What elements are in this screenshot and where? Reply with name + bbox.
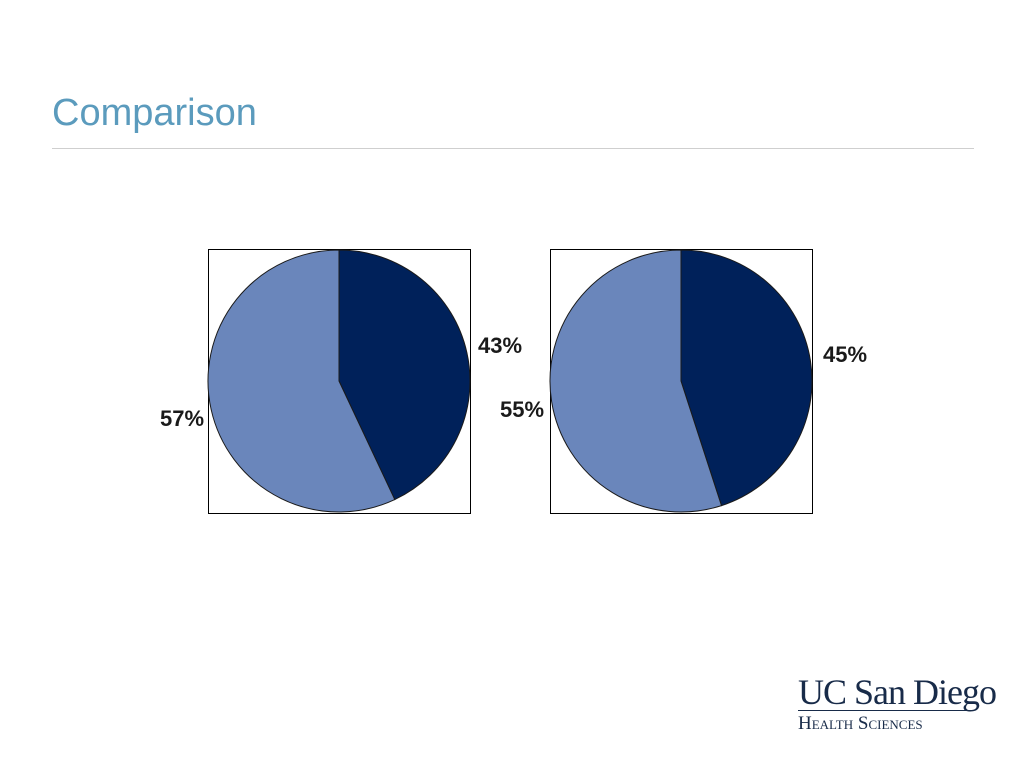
pie-value-label: 43% (478, 333, 522, 358)
pie-slice (680, 249, 813, 507)
pie-value-label: 45% (823, 342, 867, 367)
logo-subtitle: Health Sciences (798, 713, 923, 734)
pie-chart-1: 43% 57% (160, 249, 522, 514)
logo-rule (798, 710, 974, 711)
logo-wordmark: UC San Diego (798, 672, 997, 712)
pie-slice (338, 249, 471, 501)
pie-value-label: 57% (160, 406, 204, 431)
ucsd-health-sciences-logo: UC San Diego Health Sciences (798, 674, 997, 734)
pie-value-label: 55% (500, 397, 544, 422)
pie-chart-2: 45% 55% (500, 249, 867, 514)
pie-slice (207, 249, 396, 513)
title-divider (52, 148, 974, 149)
slide-title: Comparison (52, 92, 257, 134)
pie-slice (549, 249, 723, 513)
